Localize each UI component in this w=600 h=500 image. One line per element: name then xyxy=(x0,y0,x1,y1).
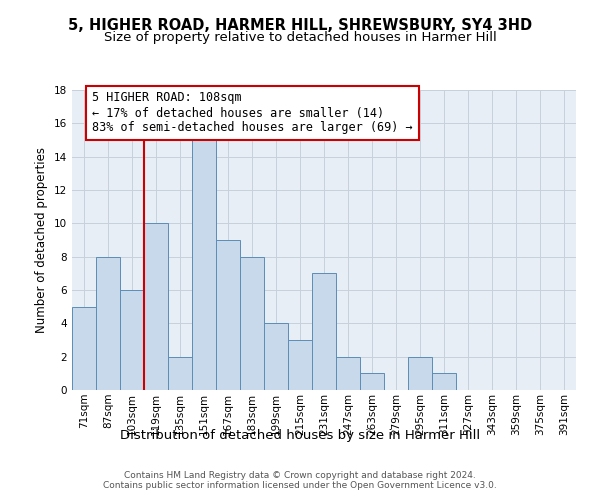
Bar xyxy=(432,374,456,390)
Text: Distribution of detached houses by size in Harmer Hill: Distribution of detached houses by size … xyxy=(120,428,480,442)
Bar xyxy=(120,290,144,390)
Bar xyxy=(72,306,96,390)
Bar xyxy=(216,240,240,390)
Bar xyxy=(336,356,360,390)
Bar xyxy=(96,256,120,390)
Bar xyxy=(408,356,432,390)
Bar xyxy=(192,140,216,390)
Bar xyxy=(240,256,264,390)
Text: 5, HIGHER ROAD, HARMER HILL, SHREWSBURY, SY4 3HD: 5, HIGHER ROAD, HARMER HILL, SHREWSBURY,… xyxy=(68,18,532,32)
Text: Size of property relative to detached houses in Harmer Hill: Size of property relative to detached ho… xyxy=(104,31,496,44)
Text: Contains HM Land Registry data © Crown copyright and database right 2024.
Contai: Contains HM Land Registry data © Crown c… xyxy=(103,470,497,490)
Y-axis label: Number of detached properties: Number of detached properties xyxy=(35,147,49,333)
Bar xyxy=(168,356,192,390)
Text: 5 HIGHER ROAD: 108sqm
← 17% of detached houses are smaller (14)
83% of semi-deta: 5 HIGHER ROAD: 108sqm ← 17% of detached … xyxy=(92,92,413,134)
Bar xyxy=(264,324,288,390)
Bar xyxy=(360,374,384,390)
Bar xyxy=(288,340,312,390)
Bar xyxy=(144,224,168,390)
Bar xyxy=(312,274,336,390)
